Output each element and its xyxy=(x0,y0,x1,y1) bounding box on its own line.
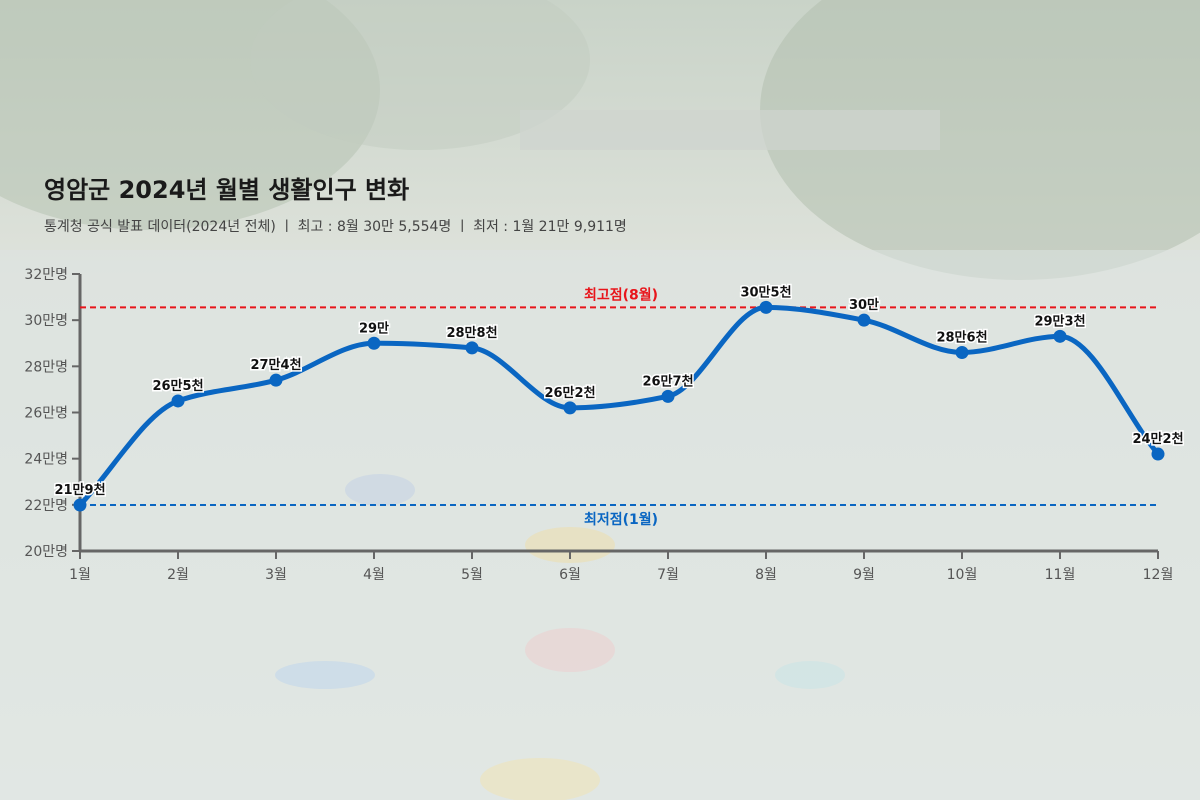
x-tick-label: 12월 xyxy=(1143,567,1174,583)
chart-title: 영암군 2024년 월별 생활인구 변화 xyxy=(44,176,410,204)
data-point xyxy=(73,498,87,512)
data-label: 26만2천 xyxy=(544,385,595,401)
y-tick-label: 30만명 xyxy=(24,313,68,329)
data-label: 21만9천 xyxy=(54,482,105,498)
y-tick-label: 32만명 xyxy=(24,267,68,283)
min-reference-label: 최저점(1월) xyxy=(584,511,658,528)
data-point xyxy=(1151,447,1165,461)
x-tick-label: 10월 xyxy=(947,567,978,583)
data-point xyxy=(661,389,675,403)
x-tick-label: 6월 xyxy=(559,567,581,583)
x-tick-label: 9월 xyxy=(853,567,875,583)
data-label: 29만3천 xyxy=(1034,313,1085,329)
x-tick-label: 1월 xyxy=(69,567,91,583)
y-tick-label: 22만명 xyxy=(24,498,68,514)
data-label: 26만5천 xyxy=(152,378,203,394)
data-point xyxy=(1053,329,1067,343)
data-point xyxy=(857,313,871,327)
x-tick-label: 11월 xyxy=(1045,567,1076,583)
data-point xyxy=(269,373,283,387)
data-label: 29만 xyxy=(359,320,389,336)
data-point xyxy=(367,336,381,350)
data-point xyxy=(955,345,969,359)
data-point xyxy=(465,341,479,355)
data-point xyxy=(759,300,773,314)
data-label: 24만2천 xyxy=(1132,431,1183,447)
data-label: 28만6천 xyxy=(936,329,987,345)
y-tick-label: 20만명 xyxy=(24,544,68,560)
data-label: 30만5천 xyxy=(740,284,791,300)
x-tick-label: 3월 xyxy=(265,567,287,583)
data-label: 30만 xyxy=(849,297,879,313)
data-label: 27만4천 xyxy=(250,357,301,373)
y-tick-label: 24만명 xyxy=(24,452,68,468)
x-tick-label: 4월 xyxy=(363,567,385,583)
y-tick-label: 28만명 xyxy=(24,359,68,375)
x-tick-label: 2월 xyxy=(167,567,189,583)
data-label: 26만7천 xyxy=(642,373,693,389)
chart-subtitle: 통계청 공식 발표 데이터(2024년 전체) ㅣ 최고 : 8월 30만 5,… xyxy=(44,219,627,235)
x-tick-label: 8월 xyxy=(755,567,777,583)
data-point xyxy=(563,401,577,415)
max-reference-label: 최고점(8월) xyxy=(584,286,658,303)
series-line xyxy=(77,304,1161,508)
y-tick-label: 26만명 xyxy=(24,406,68,422)
x-tick-label: 7월 xyxy=(657,567,679,583)
data-label: 28만8천 xyxy=(446,325,497,341)
x-tick-label: 5월 xyxy=(461,567,483,583)
data-point xyxy=(171,394,185,408)
